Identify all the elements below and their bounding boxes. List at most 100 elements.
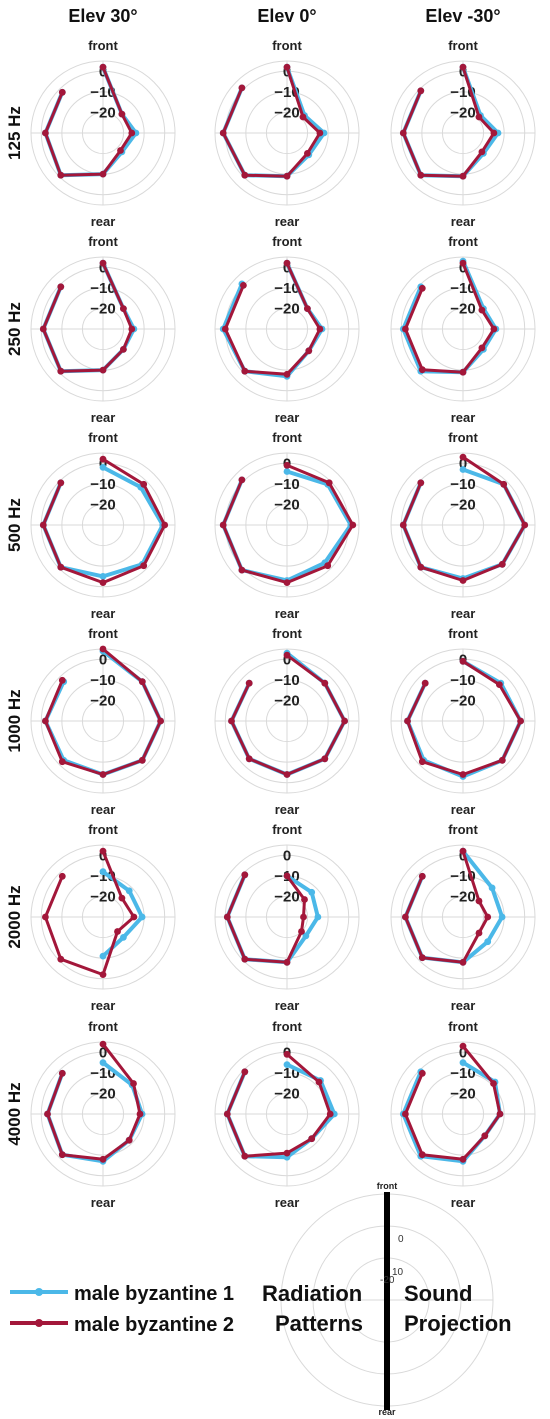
- direction-label-front: front: [272, 626, 302, 641]
- series-point-2-2: [130, 913, 138, 921]
- series-point-2-6: [39, 325, 47, 333]
- series-point-1-4: [99, 573, 107, 580]
- direction-label-rear: rear: [275, 1195, 300, 1210]
- series-point-2-3: [140, 562, 148, 570]
- series-point-1-0: [459, 1059, 467, 1066]
- series-point-2-3: [478, 344, 486, 352]
- polar-panel-5-2: front rear 0 −10 −20: [390, 1019, 536, 1210]
- tick-label-0: 0: [283, 651, 291, 668]
- direction-label-front: front: [88, 626, 118, 641]
- legend-marker-series-1: [35, 1288, 43, 1296]
- direction-label-front: front: [88, 38, 118, 53]
- series-point-1-0: [99, 464, 107, 471]
- series-point-2-5: [241, 367, 249, 375]
- series-point-1-0: [459, 466, 467, 473]
- series-point-1-0: [99, 868, 107, 876]
- series-point-2-0: [459, 259, 467, 267]
- legend-entry-series-1: male byzantine 1: [10, 1283, 234, 1305]
- tick-label-1: −10: [90, 868, 115, 885]
- series-line-2-seg-0: [43, 850, 136, 977]
- tick-label-1: −10: [274, 672, 299, 689]
- series-point-2-3: [475, 929, 483, 937]
- tick-label-1: −10: [450, 476, 475, 493]
- tick-label-1: −10: [90, 280, 115, 297]
- series-point-2-1: [325, 479, 333, 487]
- series-point-2-7: [58, 676, 66, 684]
- tick-label-1: −10: [450, 280, 475, 297]
- series-point-2-7: [418, 284, 426, 292]
- series-point-2-1: [304, 305, 311, 312]
- series-point-2-3: [498, 560, 506, 568]
- tick-label-2: −20: [274, 888, 299, 905]
- polar-panel-grid: front rear 0 −10 −20 front rear 0 −10 −20 front rea…: [30, 38, 536, 1210]
- direction-label-front: front: [272, 430, 302, 445]
- series-point-2-7: [241, 1068, 249, 1076]
- series-point-2-1: [299, 113, 307, 121]
- series-point-2-6: [219, 129, 227, 137]
- series-point-1-2: [498, 913, 506, 921]
- series-point-2-1: [301, 896, 308, 903]
- polar-panel-1-2: front rear 0 −10 −20: [390, 234, 536, 425]
- direction-label-front: front: [272, 38, 302, 53]
- series-point-2-3: [308, 1135, 316, 1143]
- series-line-2-seg-0: [221, 66, 322, 178]
- series-point-2-0: [99, 847, 107, 855]
- series-point-1-0: [99, 1059, 107, 1066]
- series-point-2-5: [57, 955, 65, 963]
- tick-label-0: 0: [99, 651, 107, 668]
- series-point-2-2: [521, 521, 529, 529]
- row-title-5: 4000 Hz: [5, 1082, 24, 1145]
- series-point-2-0: [283, 872, 291, 880]
- tick-label-2: −20: [450, 888, 475, 905]
- series-point-1-0: [283, 1061, 291, 1068]
- label-sound: Sound: [404, 1281, 472, 1306]
- series-point-2-4: [283, 1149, 291, 1157]
- reference-label-rear: rear: [378, 1407, 396, 1417]
- direction-label-front: front: [448, 822, 478, 837]
- series-point-2-2: [161, 521, 169, 529]
- direction-label-rear: rear: [275, 606, 300, 621]
- tick-label-2: −20: [274, 300, 299, 317]
- series-point-2-6: [42, 129, 49, 137]
- series-line-2-seg-0: [221, 463, 355, 585]
- direction-label-rear: rear: [275, 214, 300, 229]
- series-point-2-1: [315, 1078, 323, 1086]
- series-point-2-5: [418, 954, 426, 962]
- series-point-2-0: [459, 1042, 467, 1050]
- reference-label-front: front: [377, 1181, 398, 1191]
- series-point-2-0: [99, 259, 107, 267]
- series-line-2-seg-0: [403, 1045, 502, 1161]
- series-point-2-1: [475, 113, 483, 121]
- direction-label-front: front: [448, 430, 478, 445]
- legend-label-series-1: male byzantine 1: [74, 1283, 234, 1305]
- series-point-2-1: [118, 110, 126, 118]
- series-point-2-4: [283, 771, 291, 778]
- series-point-1-4: [99, 952, 107, 960]
- tick-label-2: −20: [274, 1085, 299, 1102]
- row-title-3: 1000 Hz: [5, 689, 24, 752]
- tick-label-1: −10: [274, 280, 299, 297]
- series-point-2-4: [99, 1155, 107, 1163]
- direction-label-rear: rear: [451, 410, 476, 425]
- series-point-2-4: [283, 370, 291, 378]
- direction-label-rear: rear: [451, 606, 476, 621]
- tick-label-1: −10: [274, 476, 299, 493]
- series-point-2-6: [42, 717, 49, 725]
- tick-label-2: −20: [274, 692, 299, 709]
- series-point-2-4: [99, 971, 107, 978]
- series-point-2-7: [417, 479, 425, 487]
- tick-label-1: −10: [450, 672, 475, 689]
- direction-label-front: front: [448, 234, 478, 249]
- series-point-2-1: [490, 1080, 497, 1087]
- direction-label-rear: rear: [91, 802, 116, 817]
- series-point-2-2: [490, 325, 498, 333]
- tick-label-2: −20: [90, 300, 115, 317]
- series-point-2-6: [223, 1110, 231, 1118]
- series-point-2-3: [305, 347, 313, 355]
- direction-label-rear: rear: [275, 998, 300, 1013]
- series-line-2-seg-0: [225, 1053, 332, 1158]
